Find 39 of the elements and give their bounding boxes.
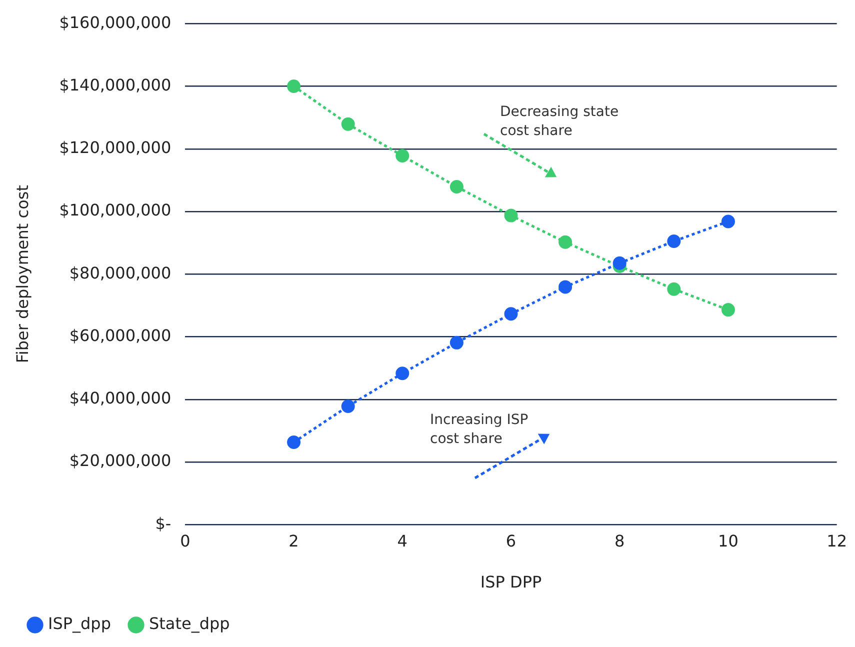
x-tick-label: 8 <box>614 531 625 550</box>
x-tick-label: 2 <box>288 531 299 550</box>
point <box>667 282 681 296</box>
point <box>450 180 464 194</box>
y-tick-label: $80,000,000 <box>69 263 172 282</box>
y-tick-label: $140,000,000 <box>59 75 172 94</box>
x-tick-label: 10 <box>718 531 738 550</box>
point <box>341 117 355 131</box>
point <box>721 303 735 317</box>
y-tick-label: $40,000,000 <box>69 388 172 408</box>
y-tick-label: $120,000,000 <box>59 138 172 158</box>
y-tick-label: $100,000,000 <box>59 200 172 220</box>
y-tick-label: $160,000,000 <box>59 12 172 32</box>
x-tick-label: 6 <box>506 531 516 550</box>
x-tick-label: 0 <box>180 531 190 550</box>
point <box>558 280 572 294</box>
y-axis-title: Fiber deployment cost <box>12 185 32 364</box>
annotation: Increasing ISP cost share <box>430 411 530 449</box>
legend-label: State_dpp <box>148 614 230 634</box>
point <box>504 307 518 321</box>
x-tick-label: 4 <box>397 531 408 550</box>
point <box>558 235 572 249</box>
point <box>287 79 301 93</box>
point <box>450 336 464 350</box>
x-axis-title: ISP DPP <box>480 572 542 592</box>
legend-label: ISP_dpp <box>48 614 111 634</box>
point <box>396 366 410 380</box>
point <box>396 148 410 162</box>
x-tick-label: 12 <box>826 531 847 550</box>
y-tick-label: $20,000,000 <box>69 451 172 470</box>
point <box>504 208 518 222</box>
point <box>341 399 355 413</box>
y-tick-label: $60,000,000 <box>69 326 172 345</box>
point <box>667 234 681 248</box>
point <box>612 256 626 270</box>
annotation: Decreasing state cost share <box>500 103 620 141</box>
y-tick-label: $- <box>155 514 172 533</box>
point <box>721 214 735 228</box>
point <box>287 436 301 449</box>
